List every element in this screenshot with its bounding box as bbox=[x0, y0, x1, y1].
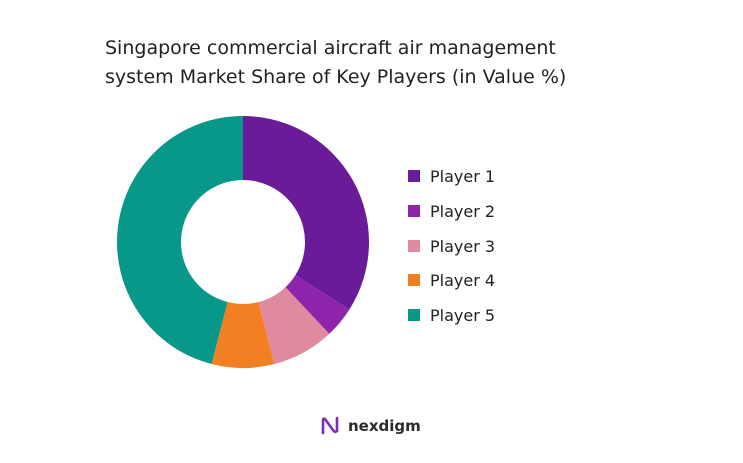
legend-swatch-player-1 bbox=[408, 170, 420, 182]
nexdigm-logo-icon bbox=[321, 416, 339, 435]
legend-swatch-player-4 bbox=[408, 274, 420, 286]
legend-item-player-3: Player 3 bbox=[408, 234, 495, 258]
legend-label-player-4: Player 4 bbox=[430, 270, 496, 290]
legend-item-player-2: Player 2 bbox=[408, 199, 495, 223]
legend-label-player-5: Player 5 bbox=[430, 305, 496, 325]
legend-item-player-4: Player 4 bbox=[408, 268, 495, 292]
donut-slice-player-2 bbox=[285, 275, 350, 334]
chart-title: Singapore commercial aircraft air manage… bbox=[105, 34, 625, 92]
donut-slice-player-1 bbox=[243, 116, 369, 310]
donut-slice-player-4 bbox=[211, 302, 275, 368]
chart-title-line-1: Singapore commercial aircraft air manage… bbox=[105, 37, 556, 59]
legend-label-player-2: Player 2 bbox=[430, 201, 496, 221]
legend-label-player-3: Player 3 bbox=[430, 236, 496, 256]
legend-item-player-1: Player 1 bbox=[408, 164, 495, 188]
brand-footer: nexdigm bbox=[320, 414, 421, 438]
brand-name: nexdigm bbox=[348, 417, 421, 435]
legend-label-player-1: Player 1 bbox=[430, 166, 496, 186]
legend-swatch-player-5 bbox=[408, 309, 420, 321]
donut-slice-player-3 bbox=[258, 287, 330, 365]
legend-swatch-player-2 bbox=[408, 205, 420, 217]
donut-slice-player-5 bbox=[117, 116, 243, 365]
legend-item-player-5: Player 5 bbox=[408, 303, 495, 327]
legend-swatch-player-3 bbox=[408, 240, 420, 252]
chart-title-line-2: system Market Share of Key Players (in V… bbox=[105, 66, 567, 88]
